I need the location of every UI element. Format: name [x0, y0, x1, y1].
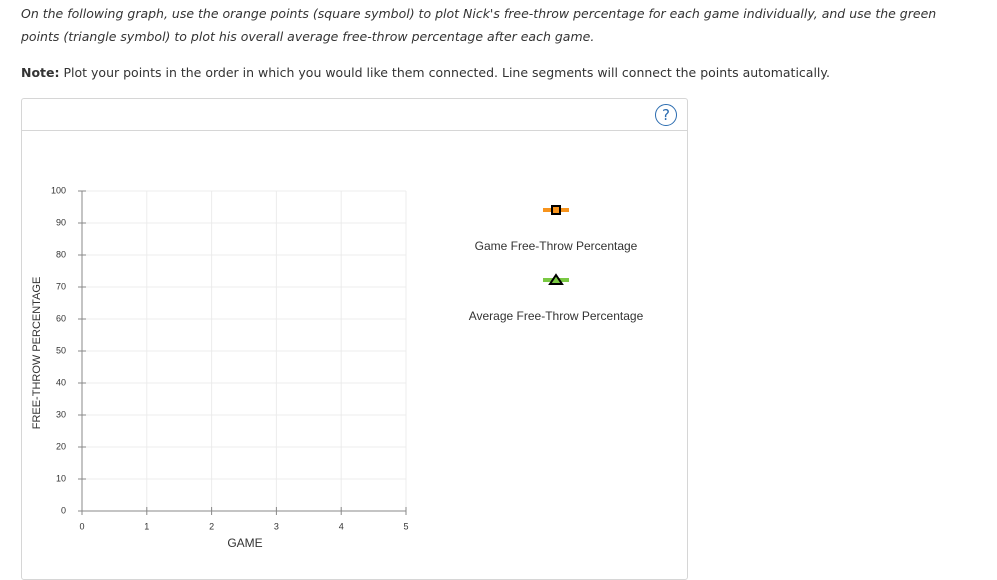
- note: Note: Plot your points in the order in w…: [21, 65, 830, 80]
- y-tick-label: 70: [56, 281, 66, 291]
- x-tick-label: 0: [79, 521, 84, 531]
- y-tick-label: 10: [56, 473, 66, 483]
- y-tick-label: 60: [56, 313, 66, 323]
- y-tick-label: 90: [56, 217, 66, 227]
- x-axis-label: GAME: [227, 536, 262, 550]
- y-tick-label: 50: [56, 345, 66, 355]
- legend-label: Game Free-Throw Percentage: [475, 239, 638, 253]
- legend-label: Average Free-Throw Percentage: [469, 309, 644, 323]
- toolbar: ?: [22, 99, 687, 131]
- y-tick-label: 40: [56, 377, 66, 387]
- x-tick-label: 1: [144, 521, 149, 531]
- note-text: Plot your points in the order in which y…: [63, 65, 831, 80]
- y-tick-label: 30: [56, 409, 66, 419]
- y-axis-label: FREE-THROW PERCENTAGE: [31, 277, 43, 430]
- legend-marker[interactable]: [548, 273, 564, 285]
- instruction: points (triangle symbol) to plot his ove…: [21, 29, 595, 44]
- y-tick-label: 80: [56, 249, 66, 259]
- note-label: Note:: [21, 65, 60, 80]
- help-button[interactable]: ?: [655, 104, 677, 126]
- x-tick-label: 5: [403, 521, 408, 531]
- legend-marker[interactable]: [551, 205, 561, 215]
- y-tick-label: 100: [51, 185, 66, 195]
- x-tick-label: 4: [339, 521, 344, 531]
- x-tick-label: 2: [209, 521, 214, 531]
- x-tick-label: 3: [274, 521, 279, 531]
- y-tick-label: 0: [61, 505, 66, 515]
- instruction: On the following graph, use the orange p…: [21, 6, 937, 21]
- y-tick-label: 20: [56, 441, 66, 451]
